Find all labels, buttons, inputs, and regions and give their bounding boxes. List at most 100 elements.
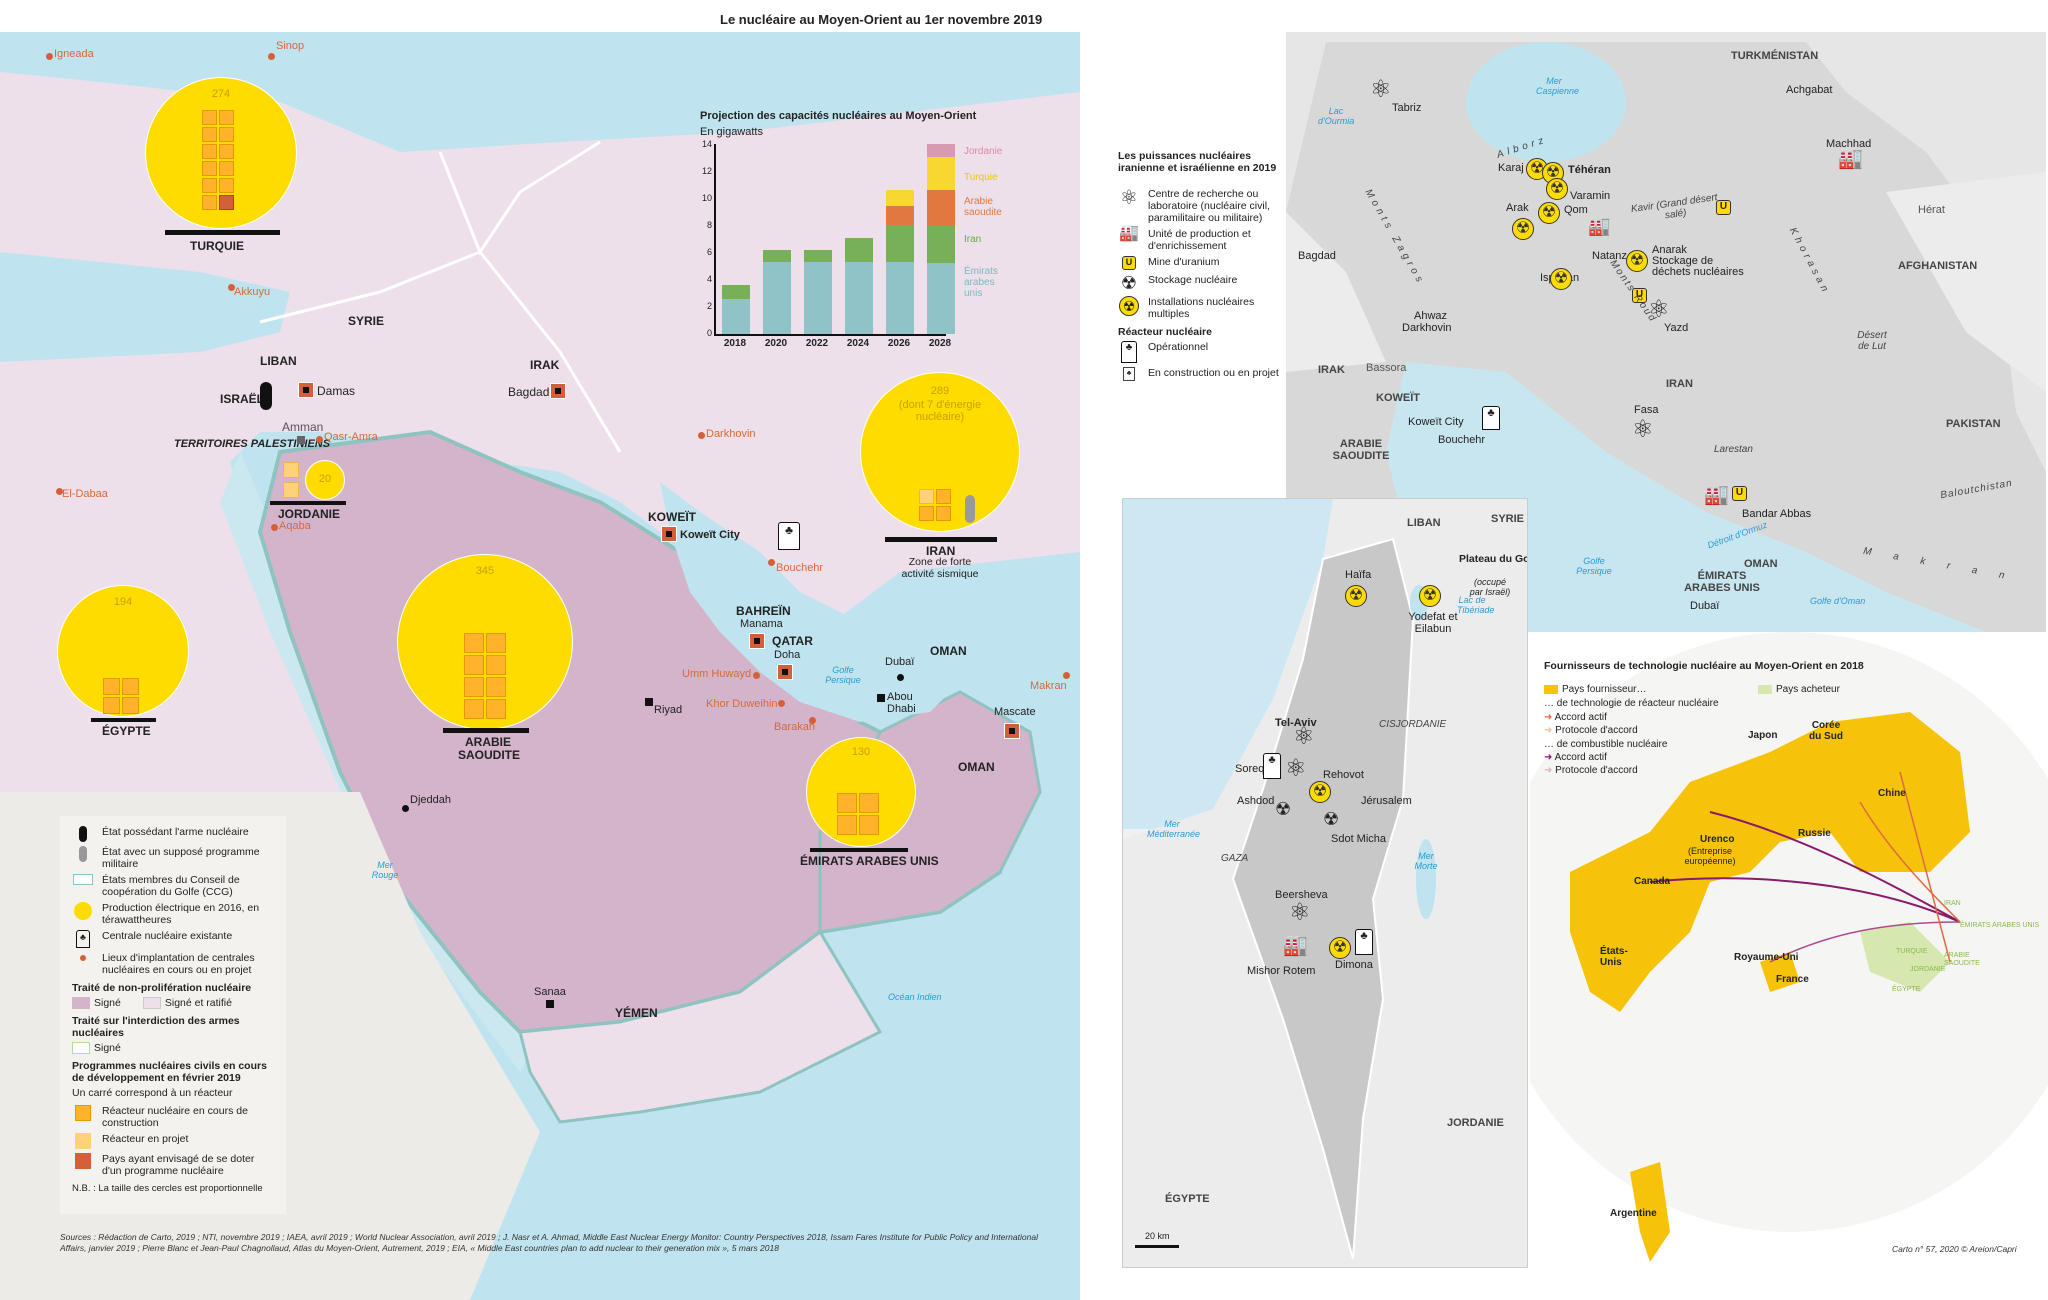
country-label-koweit: KOWEÏT [648, 510, 696, 524]
legend-item: ☢ Installations nucléaires multiples [1118, 296, 1290, 320]
sea-golfe-oman: Golfe d'Oman [1810, 596, 1866, 606]
capital-riyad-marker [645, 698, 653, 706]
site-igneada: Igneada [54, 48, 94, 60]
country-label-eau: ÉMIRATS ARABES UNIS [800, 854, 939, 868]
bar-2020 [763, 144, 791, 334]
supplier-royaume-uni: Royaume-Uni [1734, 952, 1799, 963]
supplier-france: France [1776, 974, 1809, 985]
site-dot [698, 432, 705, 439]
y-tick: 4 [706, 274, 712, 284]
site-dot [228, 284, 235, 291]
site-dot [316, 436, 323, 443]
supplier-argentine: Argentine [1610, 1208, 1657, 1219]
city-koweit-city: Koweït City [680, 529, 740, 541]
country-bar [885, 537, 997, 542]
site-jerusalem: Jérusalem [1361, 795, 1412, 807]
supplier-etats-unis: États-Unis [1600, 946, 1628, 968]
bar-segment [763, 262, 791, 334]
arrow-icon: ➜ [1544, 765, 1556, 776]
multi-installation-icon [1329, 937, 1351, 959]
supplier-coree: Corée du Sud [1809, 720, 1843, 742]
research-atom-icon: ⚛ [1648, 296, 1670, 323]
storage-icon: ☢ [1323, 809, 1340, 829]
lake-tiberiade: Lac de Tibériade [1457, 595, 1495, 615]
lake-ourmia: Lac d'Ourmia [1318, 106, 1355, 126]
country-label-liban: LIBAN [260, 354, 297, 368]
y-tick: 10 [701, 193, 712, 203]
site-yazd: Yazd [1664, 322, 1689, 334]
y-tick: 2 [706, 301, 712, 311]
nuclear-weapon-icon [260, 382, 272, 410]
chart-subtitle: En gigawatts [700, 126, 763, 138]
iran-seismic-note: Zone de forte activité sismique [901, 556, 979, 580]
capital-doha-marker [777, 664, 793, 680]
legend-programs-heading: Programmes nucléaires civils en cours de… [72, 1060, 267, 1085]
city-mascate: Mascate [994, 706, 1036, 718]
country-eau: ÉMIRATS ARABES UNIS [1684, 570, 1760, 594]
legend-nb: N.B. : La taille des cercles est proport… [72, 1183, 263, 1195]
x-tick: 2026 [887, 338, 911, 349]
research-atom-icon: ⚛ [1289, 899, 1311, 926]
research-atom-icon: ⚛ [1285, 755, 1307, 782]
factory-icon: 🏭 [1704, 484, 1729, 506]
site-dot [56, 488, 63, 495]
reactor-operational-icon: ♣ [1482, 406, 1500, 430]
capital-sanaa-marker [546, 1000, 554, 1008]
site-yodefat: Yodefat et Eilabun [1408, 611, 1458, 635]
city-koweit-city: Koweït City [1408, 416, 1464, 428]
research-atom-icon: ⚛ [1293, 723, 1315, 750]
y-tick: 6 [706, 247, 712, 257]
legend-item: État avec un supposé programme militaire [72, 846, 274, 870]
supplier-russie: Russie [1798, 828, 1831, 839]
supplier-japon: Japon [1748, 730, 1778, 741]
site-beersheva: Beersheva [1275, 889, 1328, 901]
power-plant-icon: ♣ [778, 522, 800, 550]
legend-item: ☢ Stockage nucléaire [1118, 274, 1290, 292]
uranium-mine-icon: U [1732, 486, 1747, 501]
reactor-operational-icon: ♣ [1263, 753, 1281, 779]
capital-bagdad-marker [550, 383, 566, 399]
sea-golfe-persique: Golfe Persique [825, 665, 861, 685]
storage-icon: ☢ [1120, 273, 1138, 293]
city-achgabat: Achgabat [1786, 84, 1833, 96]
site-rehovot: Rehovot [1323, 769, 1364, 781]
legend-npt-heading: Traité de non-prolifération nucléaire [72, 982, 252, 994]
bar-segment [927, 157, 955, 190]
site-stockage: Stockage de déchets nucléaires [1652, 255, 1744, 278]
site-bouchehr: Bouchehr [776, 562, 824, 574]
site-akkuyu: Akkuyu [234, 286, 271, 298]
sea-ocean-indien: Océan Indien [888, 992, 942, 1002]
site-sdot-micha: Sdot Micha [1331, 833, 1387, 845]
bar-segment [927, 189, 955, 227]
x-tick: 2028 [928, 338, 952, 349]
region-gaza: GAZA [1221, 853, 1249, 864]
npt-ratified-swatch [142, 997, 161, 1010]
chart-title: Projection des capacités nucléaires au M… [700, 110, 977, 122]
suspected-weapon-icon [79, 846, 87, 862]
site-dot [268, 53, 275, 60]
site-dimona: Dimona [1335, 959, 1373, 971]
legend-npt-row: Signé Signé et ratifié [72, 997, 274, 1010]
capital-koweit-marker [661, 526, 677, 542]
city-riyad: Riyad [654, 704, 683, 716]
legend-item: ♣ Opérationnel [1118, 341, 1290, 363]
country-label-oman-north: OMAN [930, 644, 967, 658]
factory-icon: 🏭 [1283, 935, 1308, 957]
city-sanaa: Sanaa [534, 986, 566, 998]
country-turkmenistan: TURKMÉNISTAN [1731, 50, 1819, 62]
city-dubai: Dubaï [885, 656, 915, 668]
reactor-grid-arabie [464, 633, 506, 719]
legend-item: État possédant l'arme nucléaire [72, 826, 274, 842]
chart-legend-arabie: Arabie saoudite [964, 196, 1002, 218]
site-machhad: Machhad [1826, 138, 1872, 150]
country-label-qatar: QATAR [772, 634, 813, 648]
site-tabriz: Tabriz [1392, 102, 1422, 114]
scale-label: 20 km [1145, 1231, 1170, 1241]
uranium-mine-icon: U [1632, 288, 1647, 303]
legend-item: ♣ Centrale nucléaire existante [72, 930, 274, 948]
country-arabie: ARABIE SAOUDITE [1332, 438, 1390, 462]
city-abou-dhabi: Abou Dhabi [887, 691, 916, 715]
legend-reactor-tech: … de technologie de réacteur nucléaire [1544, 698, 1719, 709]
uranium-mine-icon: U [1122, 256, 1136, 270]
capital-abou-dhabi-marker [877, 694, 885, 702]
